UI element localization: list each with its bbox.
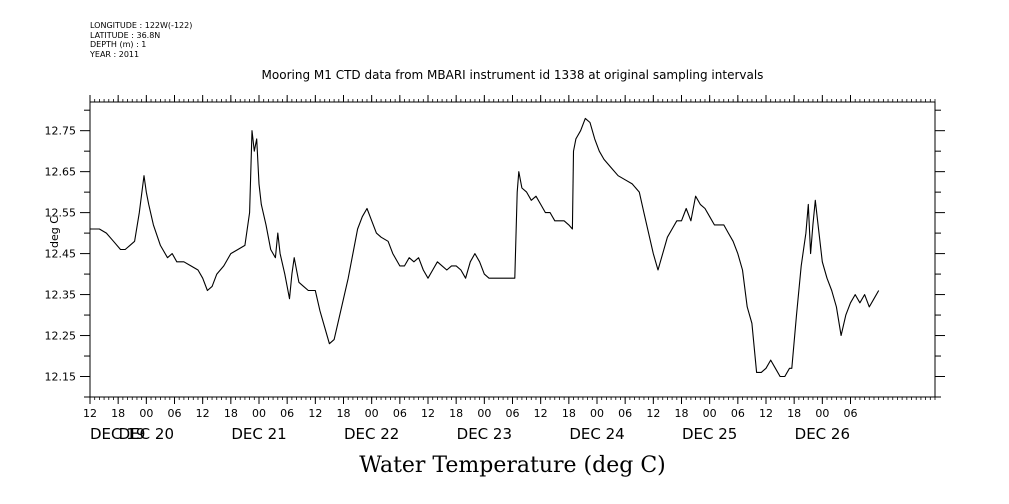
depth-label: DEPTH (m) : 1 — [90, 40, 147, 49]
x-tick-label: 12 — [646, 407, 660, 420]
x-tick-label: 06 — [168, 407, 182, 420]
x-tick-label: 12 — [421, 407, 435, 420]
chart-title: Mooring M1 CTD data from MBARI instrumen… — [261, 68, 764, 82]
x-tick-label: 18 — [449, 407, 463, 420]
plot-frame — [89, 101, 936, 398]
x-tick-label: 12 — [196, 407, 210, 420]
x-date-label: DEC 26 — [795, 425, 850, 443]
x-tick-label: 00 — [139, 407, 153, 420]
x-tick-label: 12 — [759, 407, 773, 420]
x-tick-label: 06 — [618, 407, 632, 420]
y-tick-label: 12.35 — [45, 289, 77, 302]
x-tick-label: 00 — [252, 407, 266, 420]
y-tick-label: 12.15 — [45, 371, 77, 384]
longitude-label: LONGITUDE : 122W(-122) — [90, 21, 193, 30]
x-date-label: DEC 24 — [569, 425, 624, 443]
x-tick-label: 12 — [308, 407, 322, 420]
latitude-label: LATITUDE : 36.8N — [90, 30, 161, 40]
x-tick-label: 00 — [477, 407, 491, 420]
x-date-label: DEC 23 — [457, 425, 512, 443]
x-date-label: DEC 22 — [344, 425, 399, 443]
x-tick-label: 00 — [590, 407, 604, 420]
y-tick-label: 12.65 — [45, 166, 77, 179]
metadata-block: LONGITUDE : 122W(-122) LATITUDE : 36.8N … — [90, 21, 192, 59]
y-tick-label: 12.75 — [45, 125, 77, 138]
x-date-label: DEC 25 — [682, 425, 737, 443]
year-label: YEAR : 2011 — [90, 49, 140, 59]
x-axis-label: Water Temperature (deg C) — [359, 453, 666, 478]
series-line-0 — [90, 117, 880, 378]
x-tick-label: 18 — [787, 407, 801, 420]
x-tick-label: 06 — [844, 407, 858, 420]
x-tick-label: 06 — [731, 407, 745, 420]
x-tick-label: 12 — [534, 407, 548, 420]
x-tick-label: 06 — [506, 407, 520, 420]
y-tick-label: 12.45 — [45, 248, 77, 261]
x-tick-label: 06 — [393, 407, 407, 420]
x-tick-label: 12 — [83, 407, 97, 420]
y-tick-label: 12.55 — [45, 207, 77, 220]
x-tick-label: 06 — [280, 407, 294, 420]
x-tick-label: 18 — [224, 407, 238, 420]
x-date-label: DEC 20 — [119, 425, 174, 443]
x-date-label: DEC 21 — [231, 425, 286, 443]
x-tick-label: 18 — [562, 407, 576, 420]
x-date-label: DEC 19 — [90, 425, 145, 443]
x-tick-label: 00 — [815, 407, 829, 420]
x-tick-label: 18 — [111, 407, 125, 420]
x-tick-label: 18 — [675, 407, 689, 420]
x-tick-label: 00 — [703, 407, 717, 420]
x-tick-label: 18 — [337, 407, 351, 420]
x-tick-label: 00 — [365, 407, 379, 420]
y-tick-label: 12.25 — [45, 330, 77, 343]
